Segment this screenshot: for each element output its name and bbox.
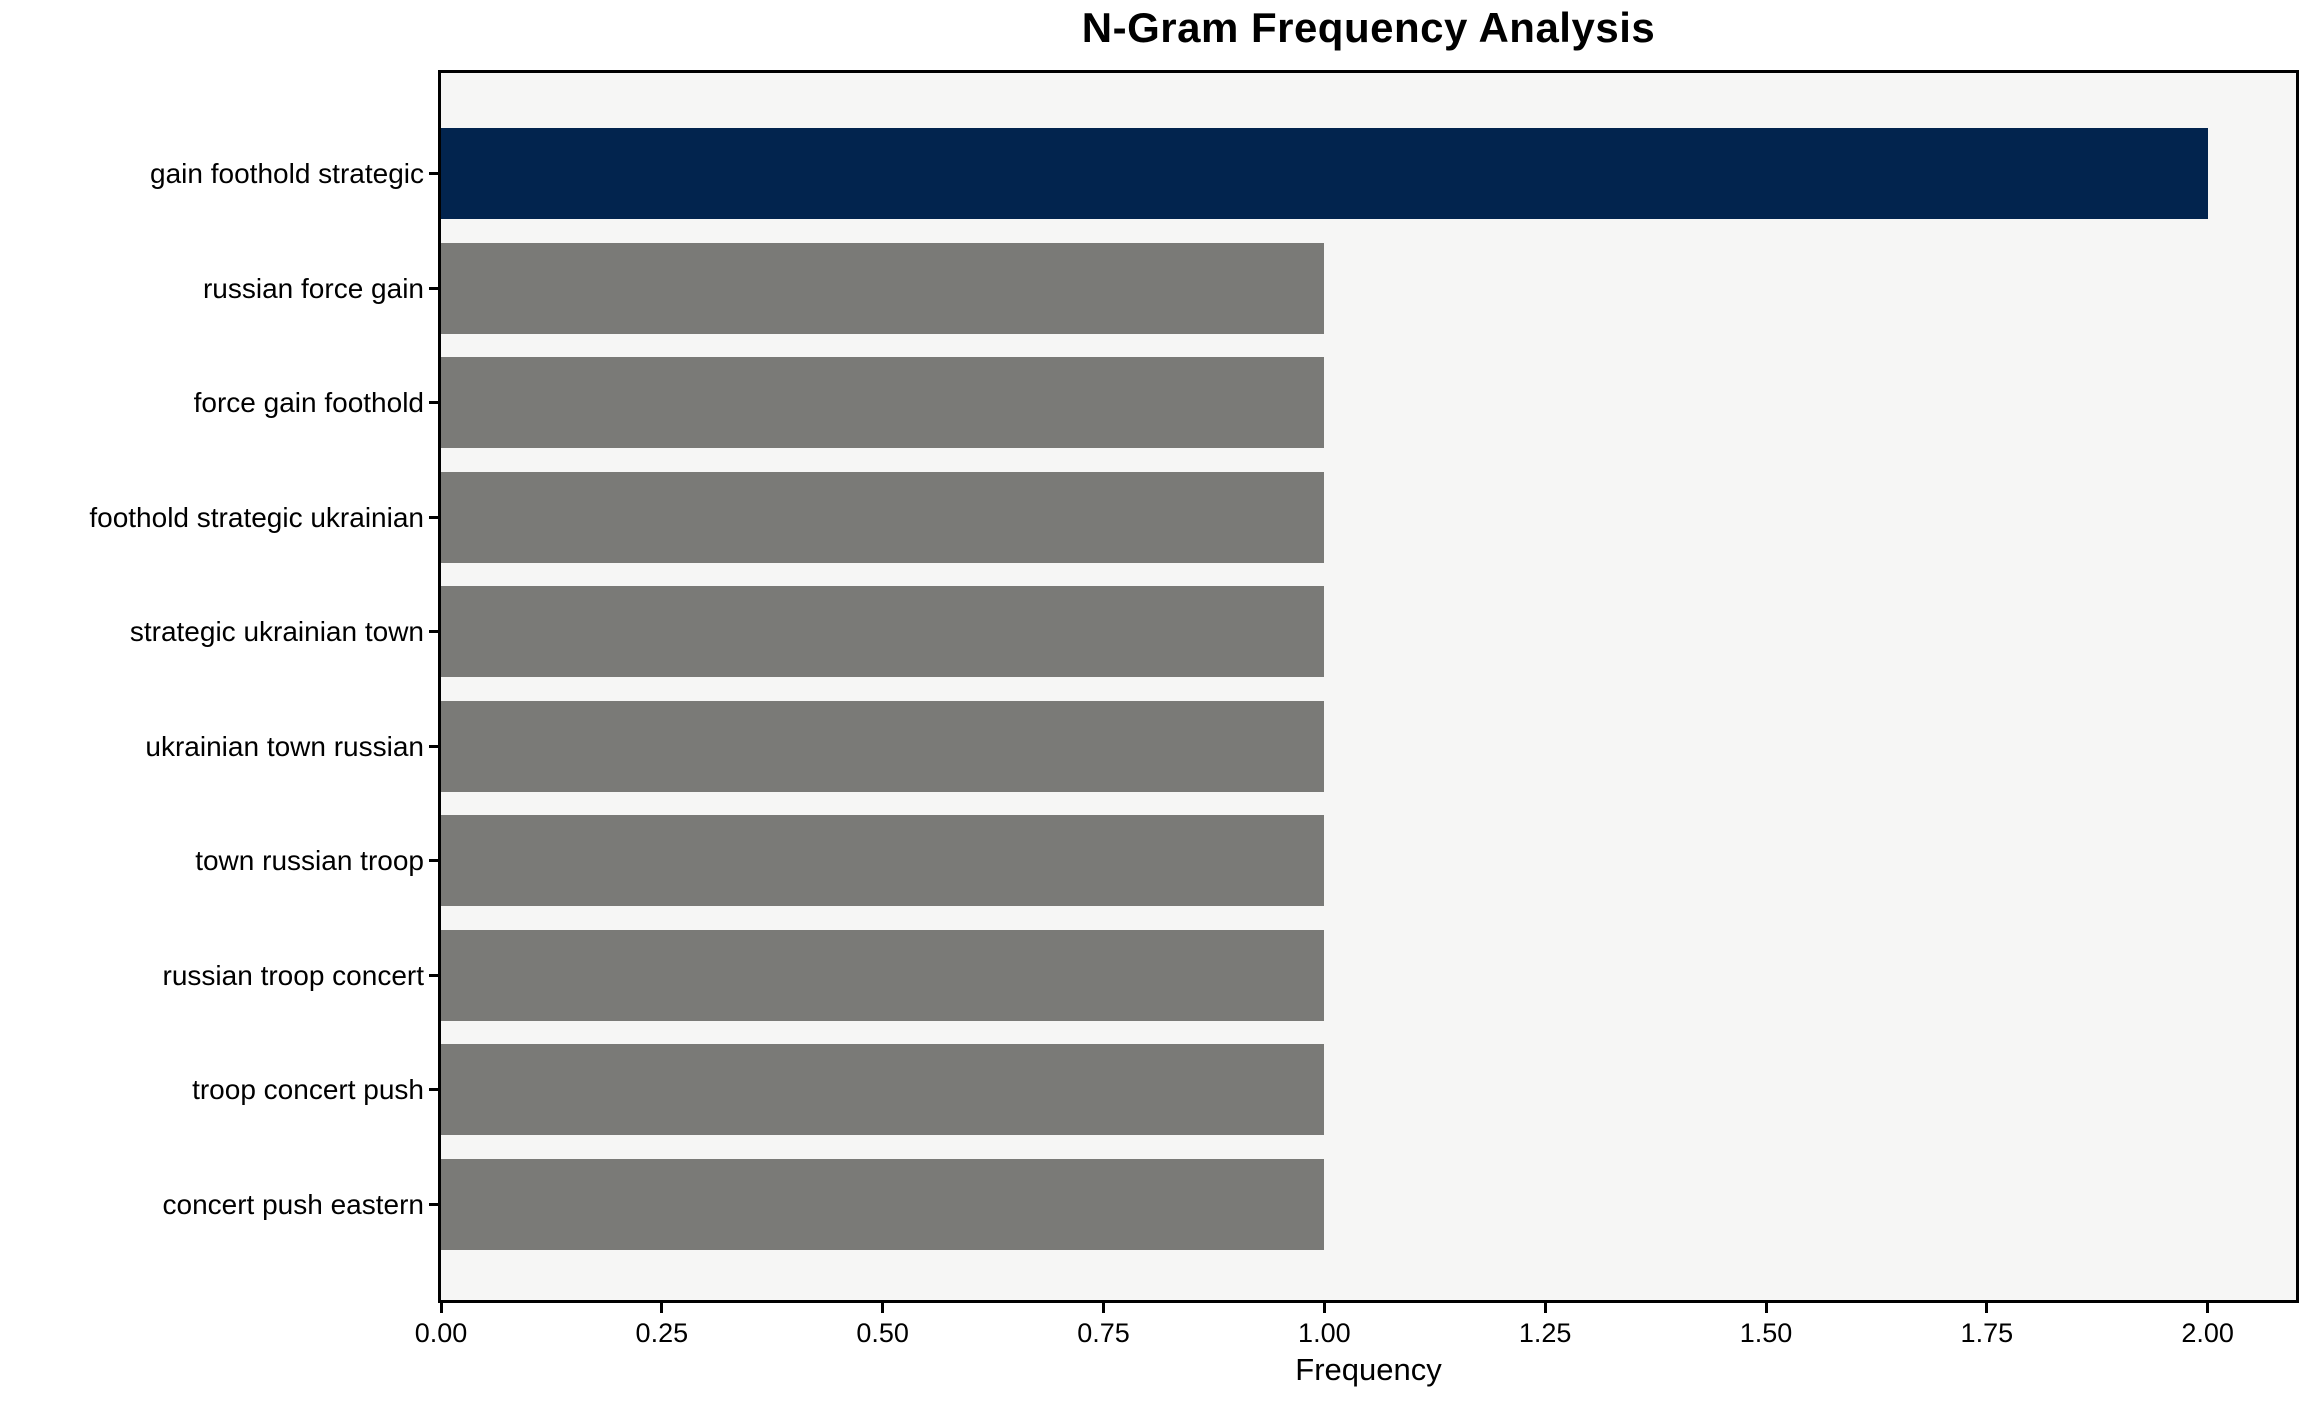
x-tick-label: 1.50	[1739, 1318, 1793, 1348]
y-tick-label: gain foothold strategic	[150, 158, 424, 189]
x-tick-label: 1.00	[1298, 1318, 1351, 1348]
y-tick-label: russian force gain	[202, 272, 424, 304]
y-tick-mark	[429, 172, 438, 175]
y-tick-mark	[429, 1202, 438, 1206]
y-tick-mark	[429, 286, 438, 290]
x-tick-label: 0.50	[856, 1318, 909, 1348]
x-tick-mark	[439, 1303, 443, 1313]
y-tick-mark	[429, 515, 438, 519]
y-tick-label: strategic ukrainian town	[129, 616, 424, 647]
bar	[441, 815, 1325, 906]
x-tick-label: 0.75	[1077, 1318, 1130, 1348]
y-tick-mark	[429, 630, 438, 633]
bar	[441, 929, 1325, 1021]
y-tick-mark	[429, 973, 438, 977]
y-tick-mark	[429, 744, 438, 748]
bar	[441, 1044, 1325, 1135]
y-tick-label: russian troop concert	[162, 959, 424, 991]
x-tick-label: 0.25	[635, 1318, 689, 1348]
x-tick-mark	[2206, 1303, 2210, 1313]
bar	[441, 357, 1325, 448]
x-tick-label: 1.75	[1960, 1318, 2014, 1348]
x-tick-mark	[1102, 1303, 1105, 1313]
y-tick-label: foothold strategic ukrainian	[89, 501, 424, 533]
x-tick-mark	[1764, 1303, 1768, 1313]
bar	[441, 471, 1325, 563]
y-tick-mark	[429, 1088, 438, 1091]
x-tick-mark	[881, 1303, 885, 1313]
x-axis-title: Frequency	[1295, 1352, 1442, 1387]
y-tick-label: force gain foothold	[193, 387, 424, 418]
y-tick-mark	[429, 401, 438, 404]
x-tick-label: 1.25	[1518, 1318, 1572, 1348]
x-tick-label: 0.00	[414, 1318, 468, 1348]
chart-title: N-Gram Frequency Analysis	[1081, 4, 1656, 51]
x-tick-mark	[1985, 1303, 1989, 1313]
y-tick-label: troop concert push	[192, 1074, 424, 1105]
bar	[441, 242, 1325, 334]
x-tick-mark	[1322, 1303, 1326, 1313]
x-tick-mark	[1543, 1303, 1547, 1313]
y-tick-mark	[429, 859, 438, 862]
y-tick-label: concert push eastern	[162, 1188, 425, 1220]
y-tick-label: town russian troop	[195, 845, 424, 876]
bar	[441, 700, 1325, 792]
bar	[441, 586, 1325, 677]
y-tick-label: ukrainian town russian	[145, 730, 424, 762]
x-tick-label: 2.00	[2181, 1318, 2234, 1348]
bar-highlighted	[441, 128, 2208, 219]
x-tick-mark	[660, 1303, 664, 1313]
bar	[441, 1158, 1325, 1250]
plot-area	[438, 70, 2299, 1303]
